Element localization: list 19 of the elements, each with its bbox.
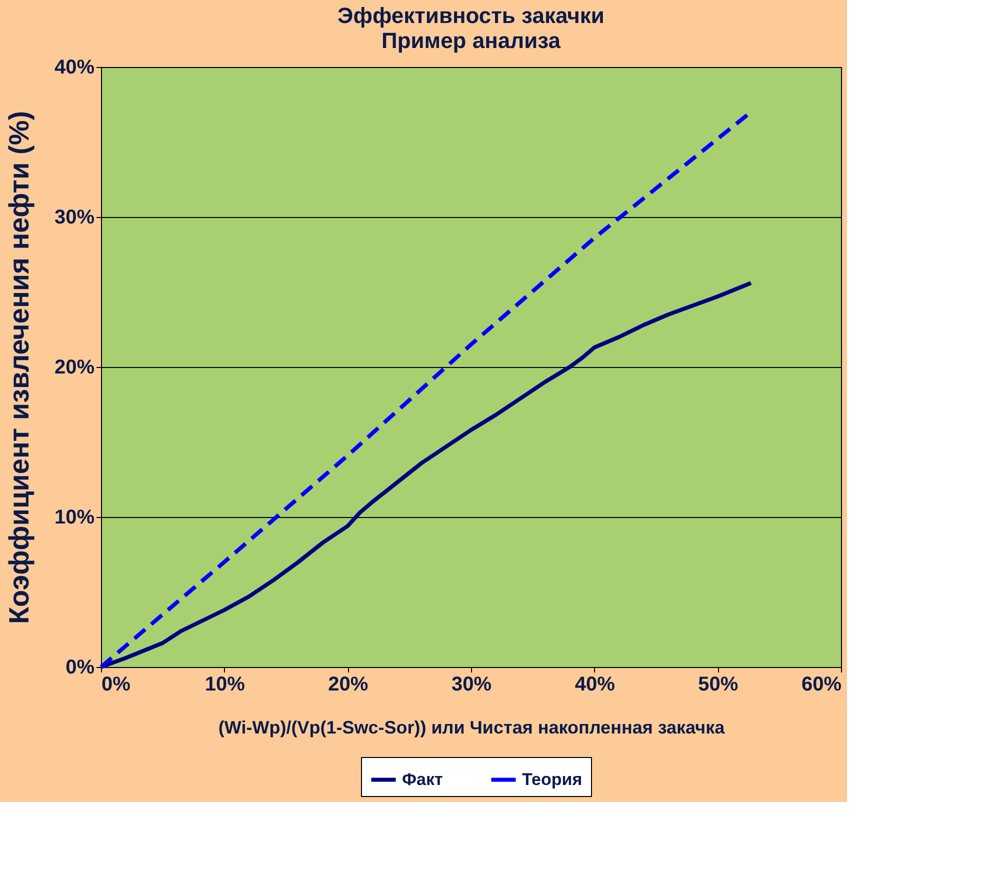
y-tick-label: 10%	[54, 506, 95, 528]
x-tick-label: 20%	[328, 674, 368, 696]
x-tick-label: 50%	[698, 674, 738, 696]
x-axis-title: (Wi-Wp)/(Vp(1-Swc-Sor)) или Чистая накопленная закачка	[218, 718, 726, 738]
y-tick-label: 20%	[54, 356, 95, 378]
y-tick-label: 40%	[54, 56, 95, 78]
chart-title: Эффективность закачки	[338, 3, 604, 28]
y-tick-label: 30%	[54, 206, 95, 228]
y-axis-title: Коэффициент извлечения нефти (%)	[3, 110, 34, 624]
x-tick-label: 30%	[451, 674, 492, 696]
chart-subtitle: Пример анализа	[382, 28, 562, 53]
x-tick-label: 0%	[102, 674, 131, 696]
legend-label: Теория	[522, 770, 582, 789]
y-tick-label: 0%	[66, 656, 95, 678]
legend-label: Факт	[402, 770, 443, 789]
line-series	[99, 281, 753, 669]
x-tick-label: 40%	[574, 674, 616, 696]
x-tick-label: 60%	[801, 674, 842, 696]
x-tick-label: 10%	[204, 674, 246, 696]
